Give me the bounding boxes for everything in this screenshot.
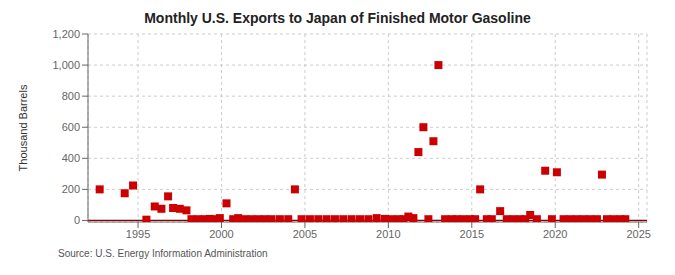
svg-text:1,000: 1,000 — [52, 59, 80, 71]
svg-text:800: 800 — [62, 90, 80, 102]
svg-text:Thousand Barrels: Thousand Barrels — [17, 84, 29, 171]
html-text:Monthly U.S. Exports to Japan: Monthly U.S. Exports to Japan of Finishe… — [144, 10, 531, 26]
svg-text:2005: 2005 — [293, 228, 317, 240]
svg-text:200: 200 — [62, 183, 80, 195]
svg-text:2015: 2015 — [460, 228, 484, 240]
svg-text:2000: 2000 — [209, 228, 233, 240]
svg-text:2025: 2025 — [626, 228, 650, 240]
svg-text:2010: 2010 — [376, 228, 400, 240]
html-text:Source: U.S. Energy Informatio: Source: U.S. Energy Information Administ… — [58, 248, 268, 259]
svg-text:1995: 1995 — [126, 228, 150, 240]
svg-text:0: 0 — [74, 214, 80, 226]
svg-text:2020: 2020 — [543, 228, 567, 240]
svg-text:400: 400 — [62, 152, 80, 164]
svg-text:1,200: 1,200 — [52, 28, 80, 40]
svg-text:600: 600 — [62, 121, 80, 133]
